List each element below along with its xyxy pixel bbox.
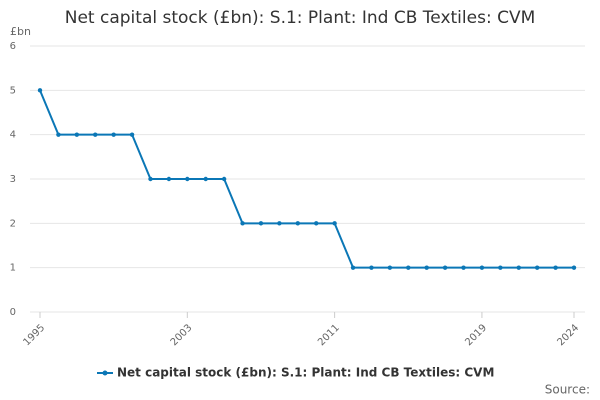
point — [424, 265, 429, 270]
point — [74, 132, 80, 137]
legend-marker — [102, 370, 108, 376]
point — [258, 221, 264, 226]
y-tick-label: 5 — [10, 85, 16, 96]
x-tick-label: 2003 — [169, 322, 195, 348]
x-tick-label: 1995 — [21, 322, 47, 348]
x-tick-label: 2019 — [463, 322, 489, 348]
chart-title: Net capital stock (£bn): S.1: Plant: Ind… — [65, 8, 536, 28]
y-axis-label: £bn — [10, 25, 31, 38]
point — [332, 221, 337, 226]
x-tick-label: 2024 — [555, 322, 581, 348]
point — [56, 132, 61, 137]
point — [240, 221, 245, 226]
y-tick-label: 0 — [10, 307, 16, 318]
point — [166, 176, 172, 182]
y-tick-label: 6 — [10, 41, 16, 52]
point — [534, 265, 540, 270]
point — [221, 176, 227, 182]
x-tick-label: 2011 — [316, 322, 342, 348]
point — [553, 265, 558, 270]
point — [571, 265, 577, 270]
source: Source: — [545, 383, 590, 397]
point — [442, 265, 448, 270]
series-line — [39, 89, 574, 269]
point — [203, 176, 208, 182]
point — [516, 265, 521, 270]
y-tick-label: 2 — [10, 218, 16, 229]
point — [461, 265, 466, 270]
point — [387, 265, 393, 270]
legend-label: Net capital stock (£bn): S.1: Plant: Ind… — [117, 366, 494, 380]
point — [314, 221, 319, 226]
point — [277, 221, 282, 226]
point — [498, 265, 503, 270]
point — [479, 265, 485, 270]
point — [111, 132, 116, 137]
point — [295, 221, 300, 226]
point — [37, 88, 43, 93]
y-tick-label: 3 — [10, 174, 16, 185]
y-tick-label: 1 — [10, 263, 16, 274]
point — [406, 265, 411, 270]
point — [93, 132, 98, 137]
point — [148, 176, 153, 182]
y-tick-label: 4 — [10, 130, 16, 141]
point — [350, 265, 356, 270]
point — [185, 176, 190, 182]
point — [129, 132, 135, 137]
point — [369, 265, 374, 270]
